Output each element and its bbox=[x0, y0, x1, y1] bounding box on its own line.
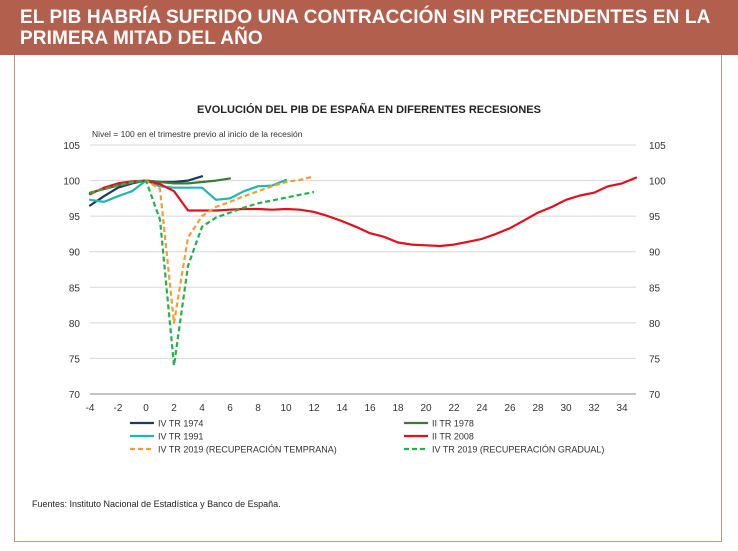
series-lines bbox=[88, 175, 638, 367]
x-tick-label: -2 bbox=[114, 403, 123, 414]
content-frame bbox=[14, 55, 722, 542]
grid-lines bbox=[90, 144, 636, 359]
x-tick-label: -4 bbox=[86, 403, 95, 414]
x-tick-label: 4 bbox=[199, 403, 205, 414]
y-tick-label-left: 95 bbox=[69, 212, 81, 223]
x-tick-label: 0 bbox=[143, 403, 149, 414]
y-tick-label-right: 105 bbox=[649, 141, 666, 152]
y-tick-label-right: 70 bbox=[649, 390, 661, 401]
header-title: EL PIB HABRÍA SUFRIDO UNA CONTRACCIÓN SI… bbox=[20, 7, 710, 49]
y-tick-label-left: 85 bbox=[69, 283, 81, 294]
y-tick-label-left: 105 bbox=[63, 141, 80, 152]
series-line-6 bbox=[89, 179, 315, 367]
legend-label-2: II TR 1978 bbox=[432, 419, 474, 429]
series-line-5 bbox=[89, 175, 315, 324]
series-line-3 bbox=[88, 178, 288, 203]
y-tick-label-right: 90 bbox=[649, 248, 661, 259]
x-tick-label: 2 bbox=[171, 403, 177, 414]
y-tick-label-right: 85 bbox=[649, 283, 661, 294]
y-tick-label-right: 100 bbox=[649, 177, 666, 188]
x-tick-label: 28 bbox=[532, 403, 544, 414]
source-note: Fuentes: Instituto Nacional de Estadísti… bbox=[32, 499, 281, 509]
legend-label-4: II TR 2008 bbox=[432, 432, 474, 442]
legend-label-3: IV TR 1991 bbox=[158, 432, 203, 442]
x-tick-label: 20 bbox=[420, 403, 432, 414]
y-tick-label-left: 100 bbox=[63, 177, 80, 188]
y-tick-label-left: 75 bbox=[69, 354, 81, 365]
y-tick-label-right: 80 bbox=[649, 319, 661, 330]
x-tick-label: 14 bbox=[336, 403, 348, 414]
x-tick-label: 12 bbox=[308, 403, 320, 414]
legend: IV TR 1974 II TR 1978 IV TR 1991 II TR 2008… bbox=[130, 419, 604, 455]
legend-label-1: IV TR 1974 bbox=[158, 419, 203, 429]
x-tick-label: 34 bbox=[616, 403, 628, 414]
y-tick-label-left: 70 bbox=[69, 390, 81, 401]
x-tick-label: 24 bbox=[476, 403, 488, 414]
x-tick-label: 32 bbox=[588, 403, 600, 414]
x-tick-label: 16 bbox=[364, 403, 376, 414]
x-tick-label: 10 bbox=[280, 403, 292, 414]
y-tick-label-left: 80 bbox=[69, 319, 81, 330]
header-banner: EL PIB HABRÍA SUFRIDO UNA CONTRACCIÓN SI… bbox=[0, 0, 738, 55]
series-line-4 bbox=[88, 176, 638, 248]
y-tick-label-right: 75 bbox=[649, 354, 661, 365]
x-tick-label: 6 bbox=[227, 403, 233, 414]
x-tick-label: 30 bbox=[560, 403, 572, 414]
legend-label-5: IV TR 2019 (RECUPERACIÓN TEMPRANA) bbox=[158, 445, 337, 455]
chart-subtitle: Nivel = 100 en el trimestre previo al in… bbox=[92, 129, 303, 139]
y-tick-label-right: 95 bbox=[649, 212, 661, 223]
x-tick-label: 8 bbox=[255, 403, 261, 414]
x-tick-label: 18 bbox=[392, 403, 404, 414]
x-tick-label: 26 bbox=[504, 403, 516, 414]
chart-title: EVOLUCIÓN DEL PIB DE ESPAÑA EN DIFERENTE… bbox=[197, 104, 541, 116]
y-tick-label-left: 90 bbox=[69, 248, 81, 259]
legend-label-6: IV TR 2019 (RECUPERACIÓN GRADUAL) bbox=[432, 445, 604, 455]
x-tick-label: 22 bbox=[448, 403, 460, 414]
